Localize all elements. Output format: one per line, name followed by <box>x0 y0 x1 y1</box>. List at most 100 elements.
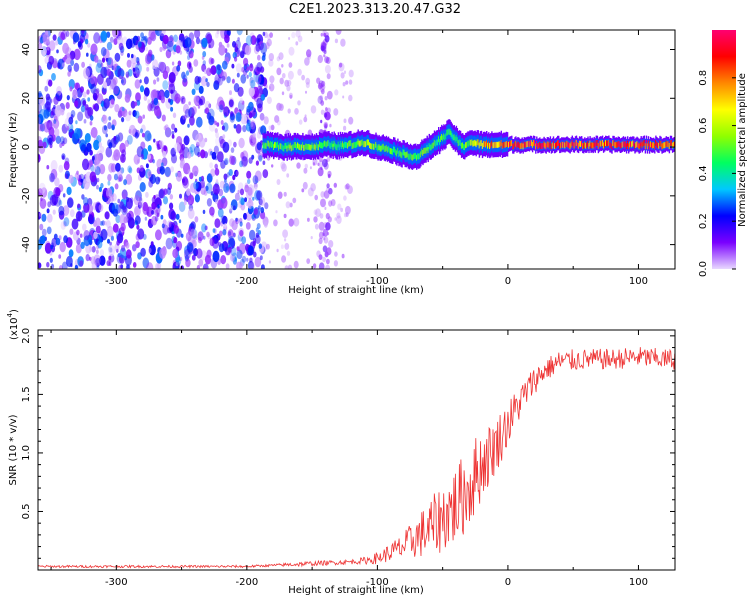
sparse-noise-speck <box>319 156 323 163</box>
signal-core <box>627 140 629 147</box>
noise-speck <box>64 173 69 179</box>
noise-speck <box>227 229 234 239</box>
signal-core <box>438 136 440 143</box>
signal-core <box>645 140 648 146</box>
noise-speck <box>252 196 255 201</box>
noise-speck <box>193 145 200 156</box>
signal-core <box>310 144 312 151</box>
sparse-noise-speck <box>325 264 331 269</box>
sparse-noise-speck <box>314 223 319 230</box>
signal-core <box>497 142 499 148</box>
noise-speck <box>150 241 154 247</box>
noise-speck <box>212 183 220 195</box>
signal-core <box>420 151 422 158</box>
sparse-noise-speck <box>342 82 346 87</box>
signal-core <box>553 143 556 149</box>
noise-speck <box>50 263 55 269</box>
signal-core <box>495 142 497 148</box>
noise-speck <box>100 62 104 68</box>
sparse-noise-speck <box>324 64 331 74</box>
signal-core <box>389 148 392 154</box>
signal-core <box>520 143 522 149</box>
noise-speck <box>125 249 132 259</box>
noise-speck <box>153 195 156 199</box>
signal-core <box>616 142 618 149</box>
noise-speck <box>214 74 221 85</box>
noise-speck <box>83 67 90 79</box>
noise-speck <box>249 77 254 84</box>
signal-core <box>303 144 305 151</box>
signal-core <box>285 142 287 149</box>
noise-speck <box>49 172 55 183</box>
noise-speck <box>121 149 127 158</box>
noise-speck <box>136 69 141 78</box>
sparse-noise-speck <box>289 202 293 208</box>
noise-speck <box>171 123 176 130</box>
signal-core <box>589 140 591 147</box>
noise-speck <box>44 85 49 92</box>
noise-speck <box>195 37 201 45</box>
noise-speck <box>264 202 269 210</box>
noise-speck <box>120 50 124 56</box>
noise-speck <box>182 177 190 189</box>
sparse-noise-speck <box>297 100 301 106</box>
noise-speck <box>51 194 59 205</box>
noise-speck <box>108 245 116 257</box>
noise-speck <box>227 236 235 248</box>
noise-speck <box>175 45 181 54</box>
noise-speck <box>58 164 64 173</box>
signal-core <box>498 141 500 148</box>
signal-core <box>540 143 542 150</box>
signal-core <box>357 138 359 145</box>
signal-core <box>275 141 277 148</box>
noise-speck <box>112 30 119 38</box>
noise-speck <box>256 62 263 72</box>
noise-speck <box>185 231 192 242</box>
signal-core <box>353 141 355 148</box>
signal-core <box>415 152 417 159</box>
sparse-noise-speck <box>336 212 341 219</box>
noise-speck <box>124 139 130 147</box>
noise-speck <box>263 221 268 228</box>
sparse-noise-speck <box>317 82 323 90</box>
noise-speck <box>186 151 192 159</box>
noise-speck <box>257 54 261 61</box>
signal-core <box>480 140 483 146</box>
noise-speck <box>194 75 200 85</box>
noise-speck <box>165 237 173 250</box>
noise-speck <box>75 243 82 254</box>
noise-speck <box>66 255 73 268</box>
sparse-noise-speck <box>322 228 329 237</box>
noise-speck <box>69 209 75 218</box>
noise-speck <box>239 160 244 168</box>
noise-speck <box>55 40 59 46</box>
noise-speck <box>248 86 255 97</box>
sparse-noise-speck <box>319 213 324 219</box>
signal-core <box>502 142 505 148</box>
noise-speck <box>158 30 166 37</box>
noise-speck <box>230 147 235 154</box>
sparse-noise-speck <box>324 35 330 43</box>
noise-speck <box>50 111 54 116</box>
noise-speck <box>252 175 259 185</box>
signal-core <box>533 140 535 146</box>
noise-speck <box>188 101 191 106</box>
noise-speck <box>66 186 72 196</box>
signal-core <box>302 142 304 149</box>
signal-core <box>406 151 408 158</box>
noise-speck <box>247 245 254 256</box>
noise-speck <box>116 239 120 246</box>
noise-speck <box>197 104 201 109</box>
noise-speck <box>216 30 220 35</box>
noise-speck <box>162 80 169 90</box>
sparse-noise-speck <box>320 119 323 124</box>
noise-speck <box>131 53 134 59</box>
signal-core <box>465 142 467 149</box>
noise-speck <box>105 133 108 138</box>
noise-speck <box>202 235 206 240</box>
signal-core <box>568 142 570 149</box>
noise-speck <box>109 253 115 263</box>
noise-speck <box>222 134 226 139</box>
signal-core <box>472 140 474 147</box>
noise-speck <box>134 215 141 225</box>
